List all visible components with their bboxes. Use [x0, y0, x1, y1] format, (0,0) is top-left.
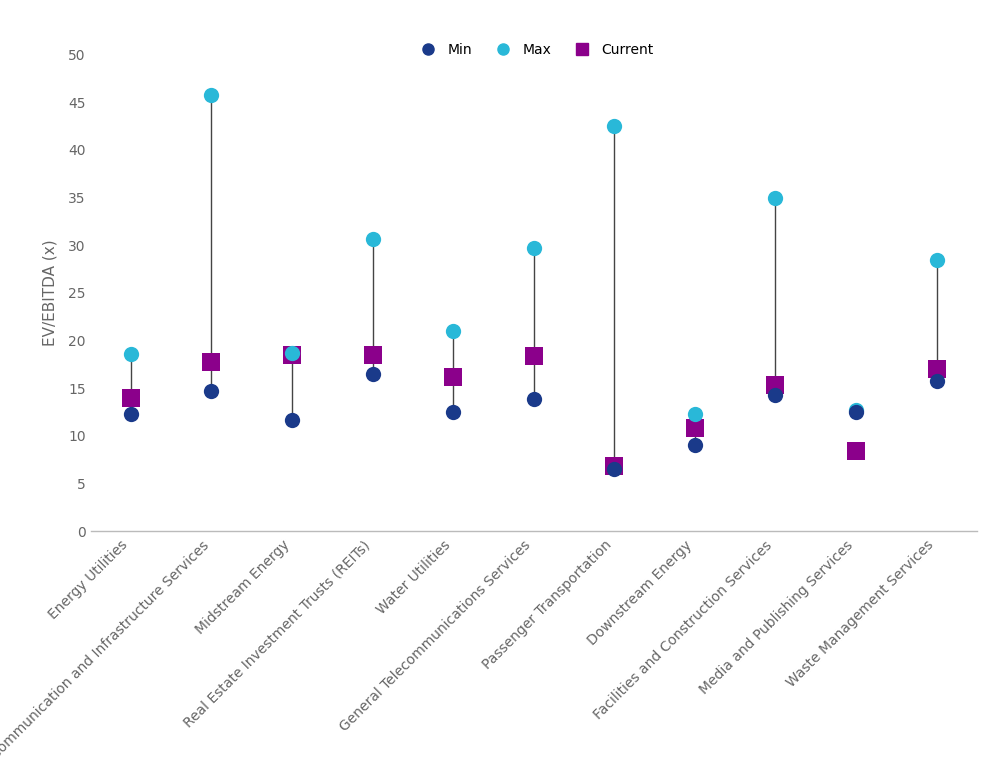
Point: [526, 392, 542, 405]
Point: [526, 242, 542, 255]
Point: [767, 379, 783, 391]
Point: [445, 406, 461, 419]
Point: [123, 348, 139, 360]
Legend: Min, Max, Current: Min, Max, Current: [409, 37, 659, 63]
Point: [526, 350, 542, 362]
Point: [848, 406, 864, 419]
Point: [928, 363, 945, 376]
Point: [687, 422, 703, 434]
Point: [203, 88, 220, 101]
Point: [284, 347, 300, 359]
Point: [365, 348, 381, 361]
Point: [365, 368, 381, 380]
Point: [284, 413, 300, 426]
Point: [123, 408, 139, 420]
Point: [606, 119, 622, 132]
Point: [928, 374, 945, 387]
Point: [284, 348, 300, 361]
Point: [848, 404, 864, 416]
Point: [445, 325, 461, 337]
Point: [687, 439, 703, 451]
Point: [606, 460, 622, 473]
Point: [445, 370, 461, 383]
Point: [848, 445, 864, 458]
Point: [687, 408, 703, 420]
Point: [365, 232, 381, 244]
Point: [203, 356, 220, 369]
Point: [606, 463, 622, 476]
Point: [928, 253, 945, 266]
Y-axis label: EV/EBITDA (x): EV/EBITDA (x): [42, 240, 57, 346]
Point: [123, 391, 139, 404]
Point: [767, 191, 783, 204]
Point: [767, 389, 783, 401]
Point: [203, 385, 220, 398]
